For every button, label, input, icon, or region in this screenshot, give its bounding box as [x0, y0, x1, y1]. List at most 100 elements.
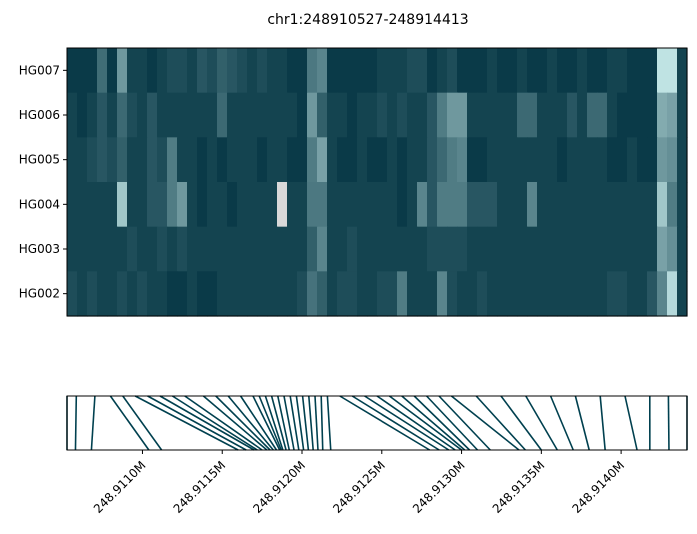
- heatmap-cell: [497, 48, 508, 94]
- heatmap-cell: [207, 182, 218, 228]
- heatmap-cell: [97, 48, 108, 94]
- heatmap-cell: [407, 271, 418, 317]
- heatmap-cell: [77, 137, 88, 183]
- heatmap-cell: [107, 226, 118, 272]
- heatmap-cell: [277, 226, 288, 272]
- heatmap-cell: [397, 92, 408, 138]
- heatmap-cell: [657, 271, 668, 317]
- heatmap-cell: [377, 226, 388, 272]
- heatmap-cell: [77, 226, 88, 272]
- heatmap-cell: [457, 92, 468, 138]
- heatmap-cell: [537, 182, 548, 228]
- heatmap-cell: [327, 137, 338, 183]
- heatmap-cell: [77, 92, 88, 138]
- heatmap-cell: [327, 182, 338, 228]
- heatmap-cell: [217, 137, 228, 183]
- heatmap-cell: [147, 137, 158, 183]
- heatmap-cell: [547, 48, 558, 94]
- heatmap-cell: [167, 48, 178, 94]
- heatmap-cell: [157, 92, 168, 138]
- heatmap-cell: [317, 182, 328, 228]
- heatmap-cell: [87, 92, 98, 138]
- heatmap-cell: [527, 226, 538, 272]
- heatmap-cell: [67, 226, 78, 272]
- heatmap-cell: [257, 92, 268, 138]
- heatmap-cell: [147, 226, 158, 272]
- heatmap-cell: [347, 137, 358, 183]
- heatmap-cell: [627, 48, 638, 94]
- row-label: HG007: [19, 63, 60, 77]
- heatmap-cell: [187, 137, 198, 183]
- heatmap-cell: [577, 182, 588, 228]
- heatmap-cell: [87, 137, 98, 183]
- heatmap-cell: [327, 271, 338, 317]
- heatmap-cell: [567, 92, 578, 138]
- heatmap-cell: [97, 271, 108, 317]
- heatmap-cell: [137, 48, 148, 94]
- heatmap-cell: [107, 271, 118, 317]
- heatmap-cell: [237, 48, 248, 94]
- heatmap-cell: [417, 48, 428, 94]
- heatmap-cell: [357, 48, 368, 94]
- heatmap-cell: [307, 92, 318, 138]
- heatmap-cell: [67, 182, 78, 228]
- heatmap-cell: [437, 137, 448, 183]
- heatmap-cell: [367, 182, 378, 228]
- heatmap-cell: [277, 92, 288, 138]
- heatmap-cell: [597, 271, 608, 317]
- heatmap-cell: [107, 48, 118, 94]
- position-link: [525, 395, 558, 451]
- heatmap-cell: [647, 271, 658, 317]
- heatmap-cell: [177, 137, 188, 183]
- position-link: [364, 395, 450, 451]
- position-link: [258, 395, 283, 451]
- heatmap-cell: [517, 226, 528, 272]
- heatmap-cell: [567, 182, 578, 228]
- heatmap-cell: [287, 271, 298, 317]
- heatmap-cell: [507, 137, 518, 183]
- x-axis: 248.9110M 248.9115M 248.9120M 248.9125M 248.…: [91, 450, 627, 516]
- heatmap-cell: [157, 137, 168, 183]
- heatmap-cell: [617, 226, 628, 272]
- heatmap-cell: [607, 137, 618, 183]
- heatmap-cell: [317, 48, 328, 94]
- row-label: HG002: [19, 287, 60, 301]
- heatmap-cell: [537, 137, 548, 183]
- heatmap-cell: [427, 48, 438, 94]
- heatmap-cell: [357, 92, 368, 138]
- heatmap-cell: [417, 92, 428, 138]
- heatmap-cell: [517, 137, 528, 183]
- heatmap-cell: [607, 92, 618, 138]
- heatmap-cell: [527, 271, 538, 317]
- heatmap-cell: [307, 182, 318, 228]
- heatmap-cell: [237, 92, 248, 138]
- heatmap-cell: [497, 182, 508, 228]
- heatmap-cell: [207, 137, 218, 183]
- heatmap-cell: [387, 271, 398, 317]
- heatmap-cell: [507, 182, 518, 228]
- heatmap-cell: [527, 92, 538, 138]
- position-link: [109, 395, 150, 451]
- heatmap-cell: [97, 92, 108, 138]
- position-link: [252, 395, 281, 451]
- heatmap-cell: [287, 182, 298, 228]
- heatmap-cell: [667, 271, 678, 317]
- position-link: [450, 395, 520, 451]
- x-tick-label: 248.9110M: [91, 458, 149, 516]
- heatmap-cell: [177, 271, 188, 317]
- heatmap-cell: [377, 182, 388, 228]
- heatmap-cell: [97, 182, 108, 228]
- heatmap-cell: [667, 182, 678, 228]
- heatmap-cell: [477, 226, 488, 272]
- heatmap-cell: [227, 182, 238, 228]
- heatmap-cell: [537, 271, 548, 317]
- heatmap-cell: [367, 226, 378, 272]
- heatmap-cell: [597, 92, 608, 138]
- heatmap-cell: [637, 92, 648, 138]
- position-link: [202, 395, 268, 451]
- position-link: [475, 395, 526, 451]
- x-tick-label: 248.9115M: [171, 458, 229, 516]
- heatmap-cell: [387, 92, 398, 138]
- position-link: [624, 395, 638, 451]
- heatmap-cell: [457, 271, 468, 317]
